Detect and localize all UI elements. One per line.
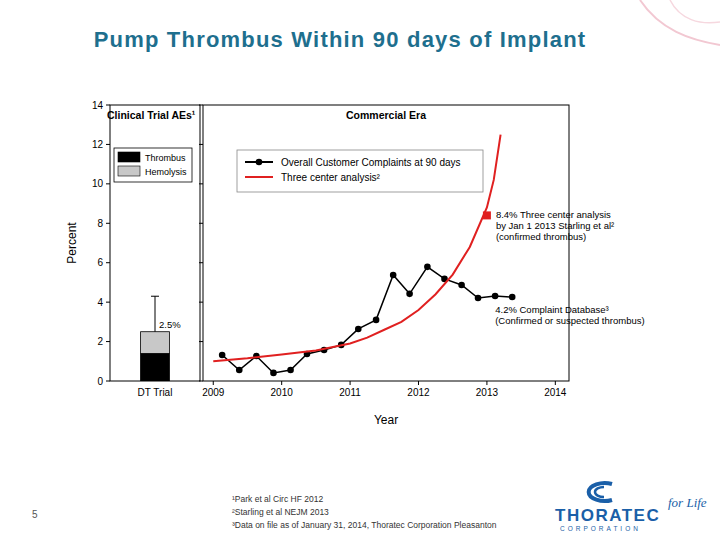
x-tick-label: 2010 xyxy=(271,387,294,398)
legend-label: Thrombus xyxy=(145,153,186,163)
x-tick-label: DT Trial xyxy=(138,387,173,398)
chart: 2009 2010 2011 2012 2013 2014 Year Commercial E… xyxy=(199,105,645,427)
point-marker xyxy=(236,367,243,374)
y-tick xyxy=(199,302,203,303)
bar-segment xyxy=(141,353,170,381)
annotation: (confirmed thrombus) xyxy=(496,231,586,242)
plot-frame xyxy=(110,105,200,381)
decoration xyxy=(640,0,720,45)
point-marker xyxy=(458,282,465,289)
point-marker xyxy=(287,367,294,374)
x-tick xyxy=(555,381,556,385)
y-tick xyxy=(199,341,203,342)
logo-tagline: for Life xyxy=(668,495,707,510)
x-tick xyxy=(213,381,214,385)
plot-frame xyxy=(203,105,569,381)
y-tick xyxy=(106,144,110,145)
data-group xyxy=(213,135,515,377)
footnote: ²Starling et al NEJM 2013 xyxy=(232,507,329,517)
legend-swatch xyxy=(118,166,140,176)
footnote: ³Data on file as of January 31, 2014, Th… xyxy=(232,520,497,530)
y-tick-label: 0 xyxy=(97,376,103,387)
point-marker xyxy=(270,370,277,377)
error-bar xyxy=(151,296,159,331)
x-axis-label: Year xyxy=(374,413,398,427)
x-tick-label: 2012 xyxy=(407,387,430,398)
legend-box xyxy=(237,150,483,192)
x-tick-label: 2009 xyxy=(202,387,225,398)
logo-icon xyxy=(595,487,604,497)
y-tick xyxy=(199,223,203,224)
point-marker xyxy=(424,264,431,271)
x-tick-label: 2011 xyxy=(339,387,361,398)
point-marker xyxy=(475,295,482,302)
annotation: (Confirmed or suspected thrombus) xyxy=(495,315,644,326)
x-tick-label: 2013 xyxy=(476,387,499,398)
slide: Pump Thrombus Within 90 days of Implant 5… xyxy=(0,0,720,540)
x-tick-label: 2014 xyxy=(544,387,567,398)
bar-segment xyxy=(141,332,170,354)
slide-title: Pump Thrombus Within 90 days of Implant xyxy=(94,27,587,52)
x-tick xyxy=(418,381,419,385)
x-tick xyxy=(281,381,282,385)
y-tick xyxy=(106,381,110,382)
legend-marker xyxy=(256,159,263,166)
legend-line xyxy=(245,176,273,178)
y-tick xyxy=(199,144,203,145)
legend-label: Three center analysis² xyxy=(281,172,381,183)
background xyxy=(0,0,720,540)
y-tick xyxy=(106,183,110,184)
x-tick xyxy=(486,381,487,385)
y-tick xyxy=(106,105,110,106)
logo-text: THORATEC xyxy=(555,506,660,525)
y-tick xyxy=(199,381,203,382)
y-axis-label: Percent xyxy=(65,222,79,264)
y-tick-label: 10 xyxy=(92,178,104,189)
legend: Thrombus Hemolysis xyxy=(114,148,192,182)
error-line xyxy=(155,296,156,331)
data-group xyxy=(141,296,170,381)
panel-title: Clinical Trial AEs¹ xyxy=(107,109,196,121)
y-tick-label: 12 xyxy=(92,139,104,150)
point-marker xyxy=(492,293,499,300)
point-marker xyxy=(406,291,413,298)
legend-label: Hemolysis xyxy=(145,167,187,177)
annotation: by Jan 1 2013 Starling et al² xyxy=(496,220,614,231)
y-tick-label: 2 xyxy=(97,336,103,347)
y-tick-label: 14 xyxy=(92,100,104,111)
legend: Overall Customer Complaints at 90 days Th… xyxy=(237,150,483,192)
point-marker xyxy=(373,317,380,324)
point-marker xyxy=(355,326,362,333)
logo-icon xyxy=(589,483,612,501)
point-marker xyxy=(390,272,397,279)
point-marker xyxy=(483,211,491,219)
y-tick xyxy=(106,341,110,342)
legend-swatch xyxy=(118,152,140,162)
decoration xyxy=(670,0,720,23)
y-tick xyxy=(106,302,110,303)
y-tick xyxy=(106,223,110,224)
panel-title: Commercial Era xyxy=(346,109,426,121)
point-marker xyxy=(509,294,516,301)
error-cap xyxy=(151,296,159,297)
y-tick-label: 4 xyxy=(97,297,103,308)
annotation: 4.2% Complaint Database³ xyxy=(495,304,609,315)
y-tick xyxy=(199,183,203,184)
footnote: ¹Park et al Circ HF 2012 xyxy=(232,494,323,504)
x-tick xyxy=(350,381,351,385)
page-number: 5 xyxy=(32,509,38,520)
chart: 0 2 4 6 8 10 12 14 Percent DT Trial Clinical Trial… xyxy=(65,100,200,399)
annotation: 8.4% Three center analysis xyxy=(496,209,611,220)
y-tick xyxy=(199,262,203,263)
y-tick xyxy=(106,262,110,263)
legend-label: Overall Customer Complaints at 90 days xyxy=(281,157,461,168)
y-tick xyxy=(199,105,203,106)
legend-box xyxy=(114,148,192,182)
series-line xyxy=(213,135,500,362)
point-marker xyxy=(219,352,226,359)
annotation: 2.5% xyxy=(159,319,181,330)
y-tick-label: 8 xyxy=(97,218,103,229)
logo-subtext: CORPORATION xyxy=(560,525,641,532)
y-tick-label: 6 xyxy=(97,257,103,268)
